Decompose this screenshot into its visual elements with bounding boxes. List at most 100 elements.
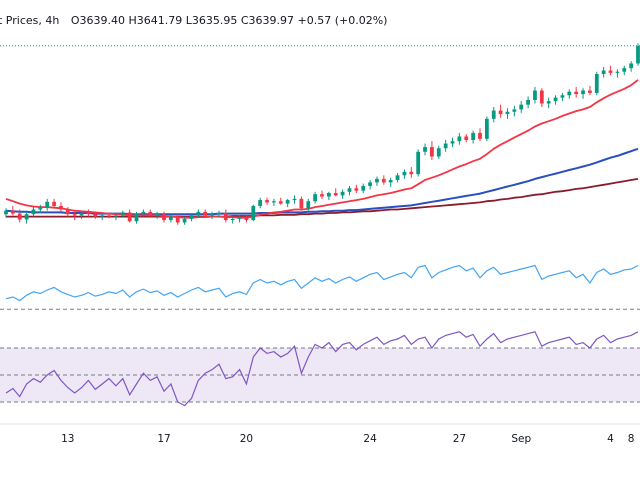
candle-body	[127, 212, 132, 222]
candle	[416, 149, 421, 177]
candle-body	[79, 213, 84, 216]
candle	[601, 66, 606, 78]
candle	[381, 175, 386, 185]
candle-body	[223, 213, 228, 221]
candle	[45, 198, 50, 211]
candle	[409, 167, 414, 178]
candle-body	[539, 90, 544, 104]
candle	[368, 180, 372, 190]
candle	[217, 210, 221, 218]
candle	[278, 197, 283, 205]
candle	[24, 211, 29, 224]
x-tick-label: 13	[61, 433, 74, 445]
candle-body	[464, 136, 469, 140]
candle-body	[608, 70, 613, 73]
candle-body	[189, 215, 194, 219]
candle	[320, 190, 324, 199]
candle-body	[443, 143, 448, 149]
candle	[230, 216, 235, 224]
stoch-line	[5, 331, 639, 407]
candle	[533, 87, 537, 104]
x-tick-label: 17	[157, 433, 170, 445]
candle	[203, 209, 208, 217]
candle-body	[52, 201, 56, 206]
candle	[588, 85, 592, 96]
candle	[436, 145, 441, 159]
candle	[464, 134, 469, 143]
x-tick-label: 4	[607, 433, 614, 445]
candle-body	[4, 210, 8, 215]
candle	[210, 211, 214, 219]
candle-body	[230, 218, 235, 221]
candle-body	[196, 211, 201, 216]
candle-body	[333, 193, 338, 196]
candle	[443, 140, 448, 152]
candle-body	[38, 207, 43, 210]
candle	[189, 213, 194, 222]
ema-slow-line	[6, 178, 639, 218]
candle-body	[168, 216, 173, 221]
candle-body	[560, 95, 565, 98]
candle	[72, 210, 77, 221]
candle-body	[498, 110, 503, 115]
candle	[354, 184, 359, 193]
candle	[196, 209, 201, 218]
candle-body	[588, 90, 592, 93]
candle	[636, 43, 640, 66]
x-tick-label: 24	[363, 433, 377, 445]
candle-body	[244, 217, 249, 221]
candle-body	[423, 147, 427, 152]
candle-body	[361, 185, 366, 191]
candle-body	[100, 215, 105, 217]
candle-body	[237, 217, 242, 219]
candle	[567, 89, 572, 99]
stoch-pane	[0, 331, 640, 407]
candle	[31, 207, 36, 217]
candle-body	[615, 71, 620, 73]
candle-body	[86, 213, 91, 215]
stoch-band	[0, 348, 640, 402]
candle	[512, 105, 517, 117]
candle	[4, 208, 8, 218]
candle-body	[526, 99, 530, 105]
candle-body	[581, 90, 585, 95]
candle-body	[203, 211, 208, 216]
candle-body	[141, 211, 146, 214]
candle-body	[31, 209, 36, 215]
candle	[519, 101, 524, 113]
candle	[450, 137, 455, 148]
candle-body	[120, 212, 125, 216]
candle-body	[354, 188, 359, 191]
candle-body	[299, 198, 304, 209]
ema-fast-line	[5, 79, 639, 219]
candle-body	[65, 209, 70, 215]
candle	[471, 130, 476, 144]
candle	[299, 196, 304, 211]
candles	[4, 43, 640, 225]
candle-body	[553, 97, 558, 102]
candle	[272, 198, 276, 206]
ema-mid-line	[5, 147, 639, 216]
candle	[629, 61, 634, 72]
candle	[65, 207, 70, 217]
candle-body	[533, 90, 537, 100]
candle	[478, 128, 482, 142]
candle	[546, 97, 551, 109]
candle-body	[478, 132, 482, 139]
candle-body	[134, 213, 139, 222]
candle-body	[457, 136, 462, 142]
candle-body	[59, 205, 63, 210]
candle-body	[45, 201, 50, 208]
candle	[258, 197, 263, 209]
candle	[107, 212, 111, 219]
candle	[333, 188, 338, 197]
candle	[265, 197, 269, 205]
candle	[251, 204, 256, 222]
candle	[574, 87, 579, 98]
candle-body	[436, 148, 441, 157]
candle-body	[368, 182, 372, 186]
candle-body	[175, 216, 180, 223]
ohlc-readout: O3639.40 H3641.79 L3635.95 C3639.97 +0.5…	[71, 14, 388, 27]
candle-body	[519, 104, 524, 110]
